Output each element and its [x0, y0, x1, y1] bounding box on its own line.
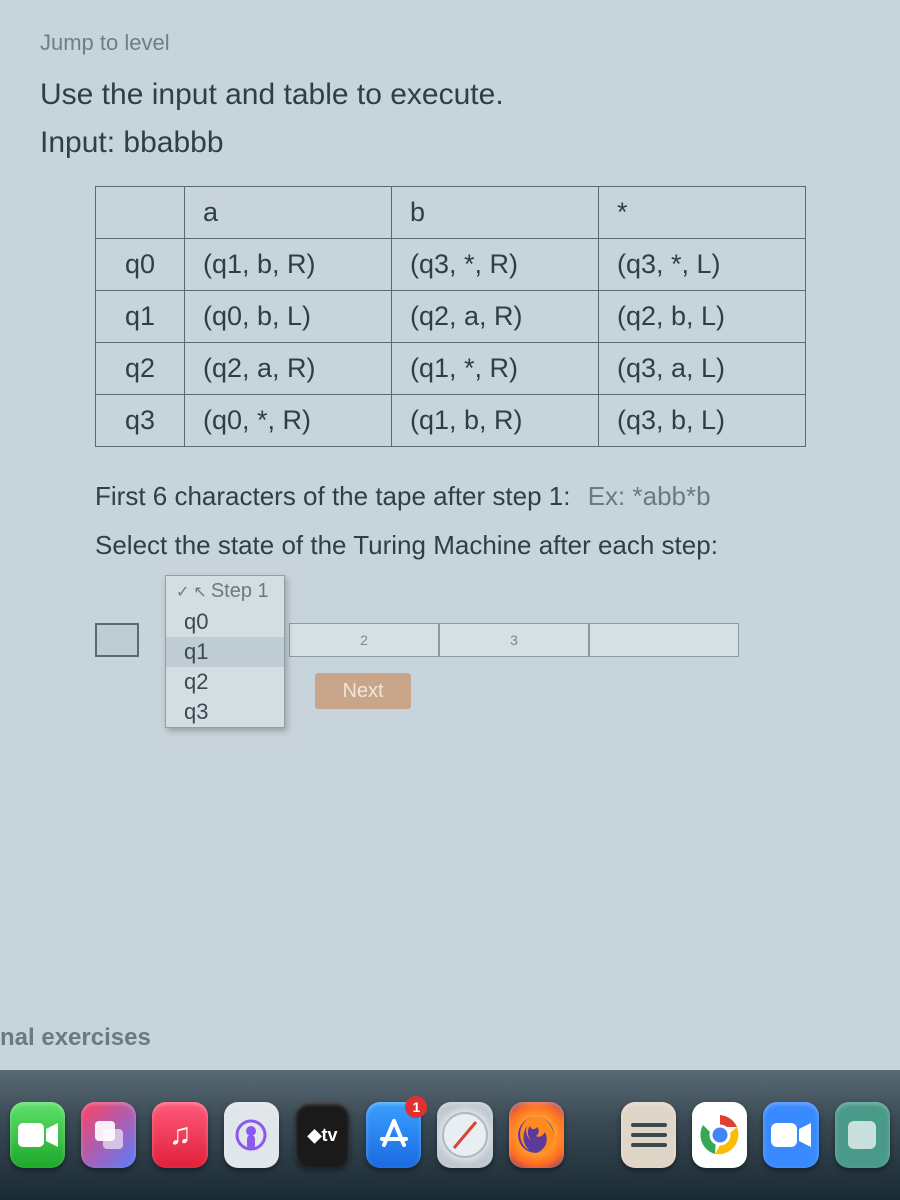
cell: (q3, b, L)	[599, 395, 806, 447]
cell: (q2, a, R)	[392, 291, 599, 343]
podcasts-icon[interactable]	[224, 1102, 279, 1168]
state-cell: q0	[96, 239, 185, 291]
cell: (q2, a, R)	[185, 343, 392, 395]
cell: (q3, *, R)	[392, 239, 599, 291]
table-row: q2 (q2, a, R) (q1, *, R) (q3, a, L)	[96, 343, 806, 395]
firefox-icon[interactable]	[509, 1102, 564, 1168]
table-row: q3 (q0, *, R) (q1, b, R) (q3, b, L)	[96, 395, 806, 447]
table-header-row: a b *	[96, 187, 806, 239]
chrome-icon[interactable]	[692, 1102, 747, 1168]
macos-dock: ♫ ◆tv 1	[0, 1070, 900, 1200]
cell: (q0, b, L)	[185, 291, 392, 343]
instruction-text: Use the input and table to execute.	[40, 78, 860, 112]
cell: (q0, *, R)	[185, 395, 392, 447]
question-first6: First 6 characters of the tape after ste…	[95, 481, 860, 512]
dropdown-option-q0[interactable]: q0	[166, 607, 284, 637]
q-example: Ex: *abb*b	[588, 481, 711, 511]
hamburger-icon[interactable]	[621, 1102, 676, 1168]
music-icon[interactable]: ♫	[152, 1102, 207, 1168]
state-cell: q2	[96, 343, 185, 395]
check-icon: ✓	[176, 582, 189, 602]
cell: (q1, b, R)	[392, 395, 599, 447]
truncated-bottom-label: nal exercises	[0, 1024, 151, 1052]
q-example-prefix: Ex:	[588, 481, 626, 511]
facetime-icon[interactable]	[10, 1102, 65, 1168]
cursor-icon: ↖	[193, 582, 206, 602]
state-cell: q3	[96, 395, 185, 447]
state-cell: q1	[96, 291, 185, 343]
th-a: a	[185, 187, 392, 239]
dropdown-option-q2[interactable]: q2	[166, 667, 284, 697]
shortcuts-icon[interactable]	[81, 1102, 136, 1168]
select-state-text: Select the state of the Turing Machine a…	[95, 530, 860, 561]
q-example-value: *abb*b	[633, 481, 711, 511]
cell: (q3, a, L)	[599, 343, 806, 395]
answer-slot-4[interactable]	[589, 623, 739, 657]
th-star: *	[599, 187, 806, 239]
table-row: q0 (q1, b, R) (q3, *, R) (q3, *, L)	[96, 239, 806, 291]
th-b: b	[392, 187, 599, 239]
truncated-top-text: Jump to level	[40, 30, 860, 56]
answer-slot-1[interactable]	[95, 623, 139, 657]
input-line: Input: bbabbb	[40, 126, 860, 160]
table-row: q1 (q0, b, L) (q2, a, R) (q2, b, L)	[96, 291, 806, 343]
dropdown-header: ✓ ↖ Step 1	[166, 576, 284, 607]
dropdown-option-q1[interactable]: q1	[166, 637, 284, 667]
dropdown-header-text: Step 1	[211, 580, 269, 603]
step-area: 2 3 ✓ ↖ Step 1 q0 q1 q2 q3 Next	[95, 575, 860, 715]
appstore-badge: 1	[405, 1096, 427, 1118]
answer-slot-2[interactable]: 2	[289, 623, 439, 657]
zoom-icon[interactable]	[763, 1102, 818, 1168]
appstore-icon[interactable]: 1	[366, 1102, 421, 1168]
cell: (q1, *, R)	[392, 343, 599, 395]
page-content: Jump to level Use the input and table to…	[0, 0, 900, 1070]
screen-root: Jump to level Use the input and table to…	[0, 0, 900, 1200]
tv-icon[interactable]: ◆tv	[295, 1102, 350, 1168]
cell: (q1, b, R)	[185, 239, 392, 291]
tv-label: ◆tv	[308, 1125, 338, 1146]
input-value: bbabbb	[123, 126, 223, 159]
step-dropdown[interactable]: ✓ ↖ Step 1 q0 q1 q2 q3	[165, 575, 285, 728]
cell: (q3, *, L)	[599, 239, 806, 291]
safari-icon[interactable]	[437, 1102, 492, 1168]
q-first6-text: First 6 characters of the tape after ste…	[95, 481, 570, 511]
other-app-icon[interactable]	[835, 1102, 890, 1168]
input-label: Input:	[40, 126, 115, 159]
cell: (q2, b, L)	[599, 291, 806, 343]
th-blank	[96, 187, 185, 239]
transition-table: a b * q0 (q1, b, R) (q3, *, R) (q3, *, L…	[95, 186, 806, 447]
answer-slot-3[interactable]: 3	[439, 623, 589, 657]
next-button[interactable]: Next	[315, 673, 411, 709]
dropdown-option-q3[interactable]: q3	[166, 697, 284, 727]
